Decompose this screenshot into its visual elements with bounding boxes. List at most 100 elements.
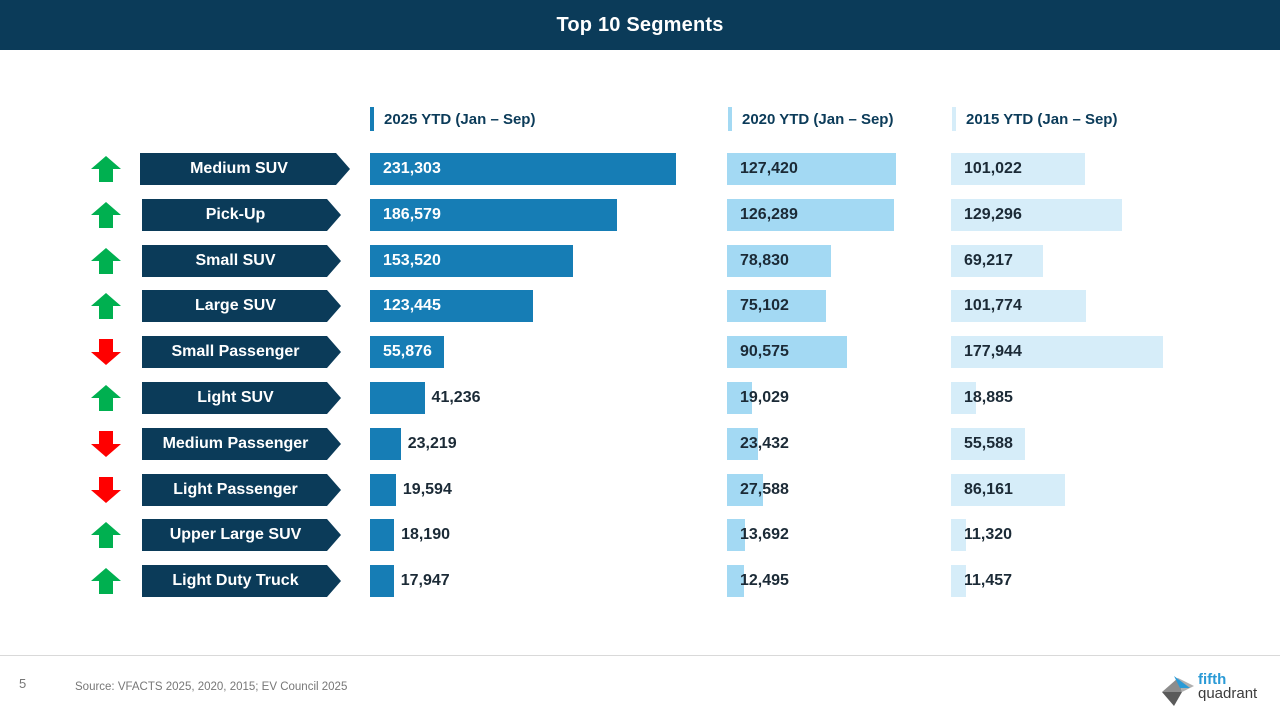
bar-value-label: 19,029 (740, 389, 789, 406)
segment-label: Light Duty Truck (142, 565, 341, 597)
segment-label: Large SUV (142, 290, 341, 322)
bar-value-label: 186,579 (383, 206, 441, 223)
bar-2025 (370, 336, 444, 368)
segment-label-text: Light SUV (197, 389, 274, 406)
bar-value-label: 41,236 (431, 389, 481, 406)
segment-label: Upper Large SUV (142, 519, 341, 551)
bar-2025 (370, 245, 574, 277)
column-header-label: 2025 YTD (Jan – Sep) (384, 110, 536, 128)
segment-label: Small SUV (142, 245, 341, 277)
bar-2020 (727, 245, 832, 277)
bar-2015 (951, 199, 1123, 231)
bar-2015 (951, 382, 976, 414)
bar-value-label: 126,289 (740, 206, 798, 223)
bar-2025 (370, 153, 676, 185)
bar-2015 (951, 245, 1043, 277)
segment-label: Medium Passenger (142, 428, 341, 460)
segment-label: Light SUV (142, 382, 341, 414)
bar-value-label: 231,303 (383, 160, 441, 177)
bar-value-label: 18,885 (964, 389, 1013, 406)
bar-2020 (727, 336, 847, 368)
segment-label-text: Medium SUV (190, 160, 288, 177)
bar-2025 (370, 428, 401, 460)
segment-label-text: Small Passenger (171, 343, 300, 360)
bar-2025 (370, 199, 617, 231)
bar-value-label: 127,420 (740, 160, 798, 177)
bar-value-label: 23,219 (407, 435, 457, 452)
page-title: Top 10 Segments (556, 13, 724, 36)
trend-down-arrow-icon (91, 477, 121, 503)
logo-text-quadrant: quadrant (1198, 685, 1258, 702)
bar-2020 (727, 519, 746, 551)
bar-value-label: 55,876 (383, 343, 432, 360)
bar-value-label: 101,774 (964, 297, 1022, 314)
bar-value-label: 19,594 (402, 481, 452, 498)
bar-value-label: 13,692 (740, 526, 789, 543)
bar-2020 (727, 199, 895, 231)
logo-text-fifth: fifth (1198, 671, 1227, 688)
bar-2020 (727, 290, 827, 322)
source-note: Source: VFACTS 2025, 2020, 2015; EV Coun… (75, 681, 348, 693)
bar-2020 (727, 428, 758, 460)
segment-label-text: Pick-Up (205, 206, 266, 223)
segment-label: Small Passenger (142, 336, 341, 368)
bar-value-label: 90,575 (740, 343, 789, 360)
segment-label-text: Light Duty Truck (172, 572, 299, 589)
segment-label-text: Light Passenger (173, 481, 298, 498)
logo-mark-icon (1162, 676, 1194, 706)
bar-2025 (370, 565, 394, 597)
bar-value-label: 27,588 (740, 481, 789, 498)
trend-up-arrow-icon (91, 568, 121, 594)
column-header-2025: 2025 YTD (Jan – Sep) (370, 107, 535, 131)
column-header-2015: 2015 YTD (Jan – Sep) (952, 107, 1117, 131)
bar-value-label: 86,161 (964, 481, 1013, 498)
bar-2015 (951, 565, 967, 597)
bar-2025 (370, 382, 425, 414)
trend-up-arrow-icon (91, 522, 121, 548)
bar-2015 (951, 474, 1065, 506)
segment-label-text: Small SUV (195, 252, 276, 269)
trend-up-arrow-icon (91, 248, 121, 274)
segment-label: Light Passenger (142, 474, 341, 506)
bar-2025 (370, 474, 396, 506)
bar-2020 (727, 153, 896, 185)
segment-label: Pick-Up (142, 199, 341, 231)
segment-label-text: Large SUV (195, 297, 276, 314)
column-header-2020: 2020 YTD (Jan – Sep) (728, 107, 893, 131)
title-bar: Top 10 Segments (0, 0, 1280, 50)
trend-down-arrow-icon (91, 339, 121, 365)
fifth-quadrant-logo: fifth quadrant (1160, 672, 1270, 708)
bar-2015 (951, 428, 1025, 460)
bar-value-label: 153,520 (383, 252, 441, 269)
page-number: 5 (19, 676, 27, 691)
bar-value-label: 11,320 (964, 526, 1013, 543)
column-header-label: 2015 YTD (Jan – Sep) (966, 110, 1118, 128)
trend-up-arrow-icon (91, 156, 121, 182)
bar-2025 (370, 519, 395, 551)
bar-value-label: 18,190 (401, 526, 450, 543)
bar-value-label: 78,830 (740, 252, 789, 269)
bar-2015 (951, 336, 1163, 368)
trend-down-arrow-icon (91, 431, 121, 457)
bar-2020 (727, 474, 764, 506)
bar-2015 (951, 153, 1085, 185)
bar-value-label: 177,944 (964, 343, 1022, 360)
bar-2025 (370, 290, 534, 322)
column-accent-2025 (370, 107, 374, 131)
column-accent-2015 (952, 107, 956, 131)
footer-divider (0, 655, 1280, 656)
segment-label-text: Upper Large SUV (169, 526, 302, 543)
bar-value-label: 101,022 (964, 160, 1022, 177)
segment-label-text: Medium Passenger (162, 435, 309, 452)
bar-value-label: 69,217 (964, 252, 1013, 269)
bar-2015 (951, 290, 1086, 322)
bar-value-label: 11,457 (964, 572, 1013, 589)
bar-value-label: 12,495 (740, 572, 789, 589)
trend-up-arrow-icon (91, 293, 121, 319)
bar-value-label: 23,432 (740, 435, 789, 452)
segment-label: Medium SUV (140, 153, 350, 185)
bar-2020 (727, 565, 744, 597)
bar-value-label: 17,947 (400, 572, 450, 589)
column-header-label: 2020 YTD (Jan – Sep) (742, 110, 894, 128)
bar-value-label: 129,296 (964, 206, 1022, 223)
